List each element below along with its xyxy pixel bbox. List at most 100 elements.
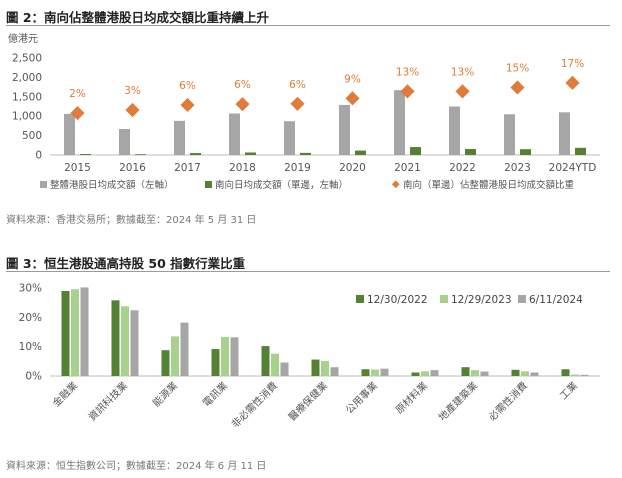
x-tick-label: 必需性消費 bbox=[486, 379, 531, 424]
x-tick-label: 公用事業 bbox=[343, 379, 380, 416]
bar-total-turnover bbox=[64, 113, 75, 155]
x-tick-label: 金融業 bbox=[50, 379, 80, 409]
bar-2023 bbox=[71, 289, 79, 376]
ratio-data-label: 17% bbox=[561, 58, 584, 70]
bar-2022 bbox=[361, 369, 370, 376]
bar-2024 bbox=[430, 370, 439, 376]
bar-2022 bbox=[461, 367, 470, 376]
bar-total-turnover bbox=[504, 114, 515, 155]
ratio-marker bbox=[235, 97, 250, 112]
bar-southbound-turnover bbox=[135, 154, 146, 155]
bar-total-turnover bbox=[174, 120, 185, 155]
x-tick-label: 2017 bbox=[174, 162, 201, 174]
bar-2023 bbox=[121, 306, 129, 376]
bar-southbound-turnover bbox=[300, 152, 311, 155]
bar-2024 bbox=[530, 372, 539, 376]
bar-2023 bbox=[271, 353, 279, 376]
bar-2024 bbox=[180, 322, 189, 376]
bar-2023 bbox=[521, 371, 529, 376]
x-tick-label: 醫療保健業 bbox=[286, 379, 331, 424]
ratio-marker bbox=[180, 97, 195, 113]
bar-total-turnover bbox=[229, 113, 240, 155]
ratio-data-label: 9% bbox=[344, 73, 361, 85]
figure3-divider bbox=[6, 271, 610, 272]
bar-2023 bbox=[171, 336, 179, 376]
bar-2023 bbox=[421, 371, 429, 376]
ratio-data-label: 15% bbox=[506, 62, 529, 74]
figure2-title: 圖 2：南向佔整體港股日均成交額比重持續上升 bbox=[6, 10, 270, 25]
turnover-chart: 億港元 0 500 1,000 1,500 2,000 2,500 2% 2015 3% 2016 6… bbox=[8, 32, 600, 191]
figure2-source: 資料來源：香港交易所；數據截至：2024 年 5 月 31 日 bbox=[6, 215, 257, 226]
bar-2023 bbox=[221, 336, 229, 376]
bar-2024 bbox=[230, 337, 239, 376]
ratio-marker bbox=[565, 75, 580, 90]
y-tick-label: 0% bbox=[25, 371, 42, 383]
x-tick-label: 非必需性消費 bbox=[229, 379, 281, 431]
ratio-marker bbox=[125, 102, 140, 118]
x-tick-label: 2023 bbox=[504, 162, 531, 174]
y-tick-label: 1,500 bbox=[12, 91, 42, 103]
ratio-data-label: 6% bbox=[289, 79, 306, 91]
bar-2022 bbox=[411, 372, 420, 376]
ratio-data-label: 6% bbox=[234, 79, 251, 91]
x-tick-label: 原材料業 bbox=[393, 379, 430, 416]
legend-swatch bbox=[518, 295, 526, 303]
legend-label: 12/30/2022 bbox=[367, 294, 428, 306]
legend: 整體港股日均成交額（左軸） 南向日均成交額（單邊，左軸） 南向（單邊）佔整體港股日均… bbox=[40, 179, 575, 191]
ratio-marker bbox=[290, 96, 305, 111]
y-tick-label: 0 bbox=[35, 150, 42, 162]
x-tick-label: 資訊科技業 bbox=[86, 379, 131, 424]
bar-total-turnover bbox=[339, 104, 350, 155]
bar-2022 bbox=[261, 346, 270, 376]
x-tick-label: 2022 bbox=[449, 162, 476, 174]
x-tick-label: 2024YTD bbox=[549, 162, 597, 174]
legend-swatch-southbound bbox=[205, 181, 212, 188]
bar-southbound-turnover bbox=[575, 147, 586, 155]
legend-label: 6/11/2024 bbox=[529, 294, 583, 306]
legend-swatch bbox=[440, 295, 448, 303]
figure2-divider bbox=[6, 25, 610, 26]
bar-2024 bbox=[130, 310, 139, 376]
bar-southbound-turnover bbox=[245, 152, 256, 155]
ratio-data-label: 13% bbox=[451, 66, 474, 78]
bar-southbound-turnover bbox=[465, 148, 476, 155]
ratio-data-label: 13% bbox=[396, 66, 419, 78]
bar-2024 bbox=[80, 287, 89, 376]
bar-2022 bbox=[161, 350, 170, 376]
bar-southbound-turnover bbox=[190, 153, 201, 155]
figure3-source: 資料來源：恒生指數公司；數據截至：2024 年 6 月 11 日 bbox=[6, 461, 267, 472]
bar-total-turnover bbox=[449, 106, 460, 155]
bar-2022 bbox=[561, 369, 570, 376]
y-tick-label: 1,000 bbox=[12, 111, 42, 123]
bar-2022 bbox=[211, 349, 220, 376]
bar-total-turnover bbox=[119, 129, 130, 155]
bar-total-turnover bbox=[284, 121, 295, 155]
sector-weight-chart: 0% 10% 20% 30% 金融業 資訊科技業 能源業 電訊業 非必需性消費 醫療保健業 公用事業… bbox=[19, 283, 600, 431]
ratio-marker bbox=[345, 91, 360, 106]
y-tick-label: 2,500 bbox=[12, 53, 42, 65]
bar-2024 bbox=[280, 362, 289, 376]
legend: 12/30/2022 12/29/2023 6/11/2024 bbox=[356, 294, 583, 306]
legend-label: 12/29/2023 bbox=[451, 294, 512, 306]
bar-2023 bbox=[321, 361, 329, 376]
y-tick-label: 10% bbox=[19, 341, 42, 353]
legend-label-southbound: 南向日均成交額（單邊，左軸） bbox=[215, 179, 348, 191]
x-tick-label: 2016 bbox=[119, 162, 146, 174]
bar-2022 bbox=[311, 359, 320, 376]
bar-total-turnover bbox=[394, 90, 405, 155]
x-tick-label: 2020 bbox=[339, 162, 366, 174]
ratio-data-label: 6% bbox=[179, 80, 196, 92]
bar-southbound-turnover bbox=[410, 147, 421, 155]
bar-southbound-turnover bbox=[80, 154, 91, 155]
ratio-data-label: 3% bbox=[124, 85, 141, 97]
x-tick-label: 2021 bbox=[394, 162, 421, 174]
bar-2023 bbox=[371, 369, 379, 376]
bar-southbound-turnover bbox=[520, 149, 531, 155]
bar-2022 bbox=[61, 290, 70, 376]
ratio-marker bbox=[400, 84, 415, 99]
y-axis-title: 億港元 bbox=[8, 32, 38, 45]
y-tick-label: 30% bbox=[19, 283, 42, 295]
figure3-title: 圖 3：恒生港股通高持股 50 指數行業比重 bbox=[6, 256, 246, 271]
ratio-marker bbox=[455, 84, 470, 99]
bar-southbound-turnover bbox=[355, 150, 366, 155]
